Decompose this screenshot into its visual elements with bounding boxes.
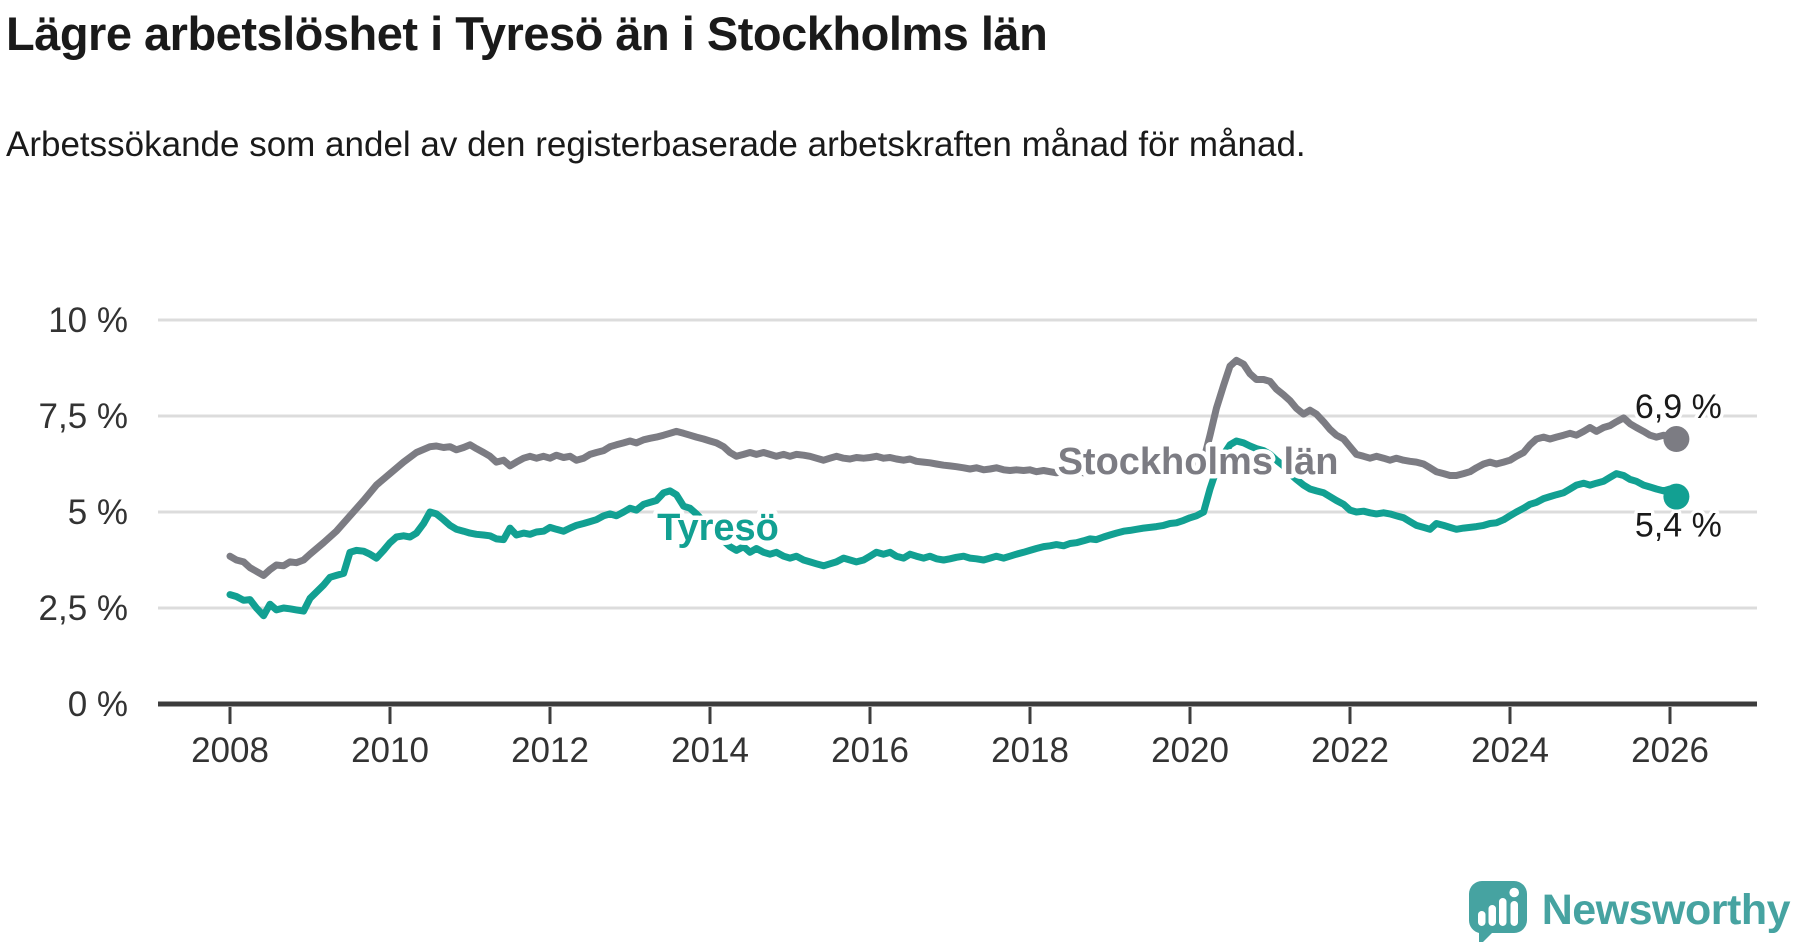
x-axis-label: 2026 (1631, 731, 1709, 770)
x-axis-label: 2010 (351, 731, 429, 770)
series-label: Stockholms län (1058, 441, 1339, 483)
series-end-label: 6,9 % (1635, 388, 1722, 426)
series-end-dot (1663, 426, 1690, 453)
y-axis-label: 10 % (48, 301, 128, 340)
newsworthy-logo: Newsworthy (1466, 878, 1791, 942)
newsworthy-bubble-icon (1468, 881, 1527, 942)
x-axis-label: 2016 (831, 731, 909, 770)
series-line-tyres- (226, 437, 1680, 620)
series-end-label: 5,4 % (1635, 507, 1722, 545)
x-axis-label: 2024 (1471, 731, 1549, 770)
series-line-stockholms-l-n (226, 356, 1680, 579)
newsworthy-wordmark: Newsworthy (1541, 885, 1791, 934)
series-label: Tyresö (657, 507, 779, 549)
x-axis-label: 2014 (671, 731, 749, 770)
x-axis-label: 2022 (1311, 731, 1389, 770)
x-axis-label: 2018 (991, 731, 1069, 770)
page-title: Lägre arbetslöshet i Tyresö än i Stockho… (6, 7, 1048, 60)
series-end-dot (1663, 483, 1690, 510)
x-axis-label: 2020 (1151, 731, 1229, 770)
y-axis-label: 2,5 % (39, 589, 129, 628)
x-axis-label: 2012 (511, 731, 589, 770)
y-axis-label: 5 % (68, 493, 128, 532)
chart-subtitle: Arbetssökande som andel av den registerb… (6, 125, 1306, 164)
y-axis-label: 0 % (68, 685, 128, 724)
y-axis-label: 7,5 % (39, 397, 129, 436)
x-axis-label: 2008 (191, 731, 269, 770)
